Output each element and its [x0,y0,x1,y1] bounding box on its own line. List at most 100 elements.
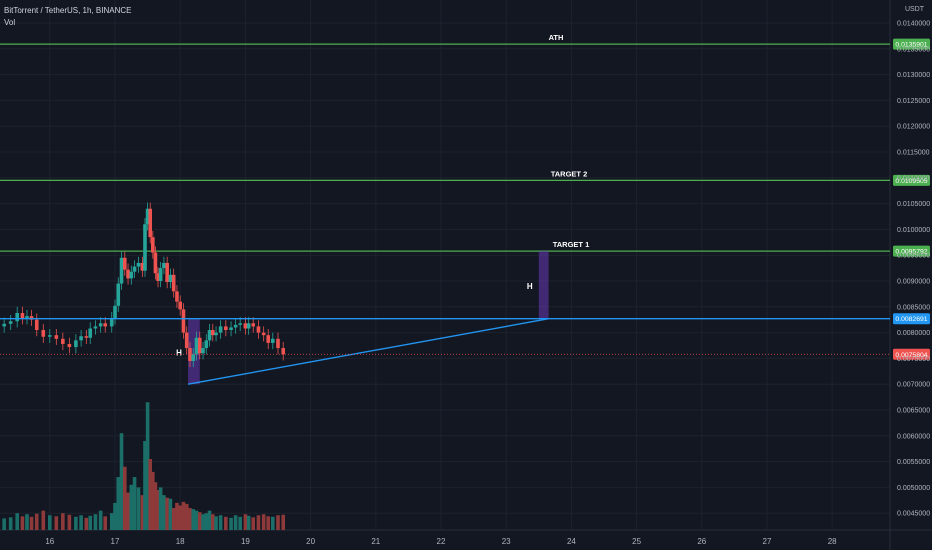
volume-bar [98,510,103,530]
volume-bar [67,514,72,530]
measure-box-2 [538,251,549,319]
y-tick-label: 0.0065000 [897,408,930,415]
candle-body [20,312,25,319]
y-tick-label: 0.0095000 [897,253,930,260]
candle-body [184,332,189,349]
candle-body [214,332,218,336]
candle-body [175,291,179,302]
volume-bar [156,489,160,530]
level-label-2: TARGET 2 [551,169,588,178]
volume-bar [266,516,271,530]
volume-bar [48,515,52,530]
candle-body [98,323,103,327]
candle-body [88,328,93,338]
candle-body [74,340,78,348]
volume-bar [194,510,199,530]
candle-body [109,318,114,327]
volume-bar [153,482,158,530]
candle-body [238,323,242,325]
candle-body [140,262,145,271]
volume-bar [151,471,155,530]
x-tick-label: 22 [437,537,446,546]
volume-bar [224,516,228,530]
volume-bar [276,515,280,530]
volume-bar [93,514,98,530]
candle-body [218,326,223,333]
volume-bar [181,501,186,530]
candles [2,202,286,368]
volume-bar [79,515,83,530]
volume-bar [207,510,212,530]
volume-bar [140,495,145,530]
volume-bar [84,517,89,530]
volume-bar [145,402,150,530]
x-tick-label: 16 [45,537,54,546]
candle-body [84,336,89,338]
volume-bar [34,513,39,530]
candle-body [194,337,199,355]
candle-body [153,252,158,274]
horizontal-line-price-bg [893,313,930,325]
time-axis[interactable]: 16 17 18 19 20 21 22 23 24 25 26 27 28 [45,537,837,546]
trend-line-layer[interactable]: 0.0082691 0.0075804 [0,313,930,385]
candle-body [54,335,59,339]
volume-bar [162,495,166,530]
candle-body [136,262,141,267]
volume-bar [15,513,19,530]
volume-bar [204,513,209,530]
y-tick-label: 0.0075000 [897,356,930,363]
price-axis[interactable]: 0.0140000 0.0135000 0.0130000 0.0125000 0.01… [897,21,930,518]
level-label-3: TARGET 1 [553,240,590,249]
measure-boxes: HH [176,251,549,385]
x-tick-label: 23 [502,537,511,546]
x-tick-label: 27 [763,537,772,546]
volume-bar [132,477,137,530]
candle-body [201,348,205,354]
y-tick-label: 0.0125000 [897,98,930,105]
volume-bar [136,487,141,530]
candle-body [15,312,19,322]
volume-bar [171,508,176,530]
x-tick-label: 20 [306,537,315,546]
target-levels: ATH 0.0135901 TARGET 2 0.0109505 TARGET 1 0.0… [0,33,930,257]
candle-body [48,335,52,337]
price-unit: USDT [904,6,924,13]
y-tick-label: 0.0140000 [897,21,930,28]
volume-bar [20,516,25,530]
candle-body [158,268,163,281]
volume-bar [29,516,34,530]
candle-body [93,326,98,329]
last-price-label-bg [893,348,930,360]
measure-label-2: H [527,282,533,291]
volume-bars [2,402,286,530]
volume-bar [88,515,93,530]
volume-bar [184,503,189,530]
y-tick-label: 0.0085000 [897,304,930,311]
volume-bar [261,514,266,530]
volume-bar [168,498,173,530]
candle-body [151,237,155,253]
candle-body [129,271,134,279]
volume-bar [197,512,202,530]
trend-line [187,318,549,385]
candle-body [281,348,286,355]
volume-bar [119,433,124,530]
candle-body [67,343,72,348]
y-tick-label: 0.0055000 [897,459,930,466]
volume-bar [229,517,233,530]
volume-bar [218,515,223,530]
y-tick-label: 0.0045000 [897,511,930,518]
last-price-label: 0.0075804 [895,352,927,359]
volume-bar [54,516,59,530]
volume-bar [243,514,248,530]
level-price-2-bg [893,174,930,186]
volume-bar [116,477,121,530]
volume-bar [74,516,78,530]
volume-bar [211,514,215,530]
x-tick-label: 26 [697,537,706,546]
candle-body [168,274,173,283]
volume-bar [2,518,6,530]
measure-label-1: H [176,349,182,358]
volume-bar [103,516,108,530]
